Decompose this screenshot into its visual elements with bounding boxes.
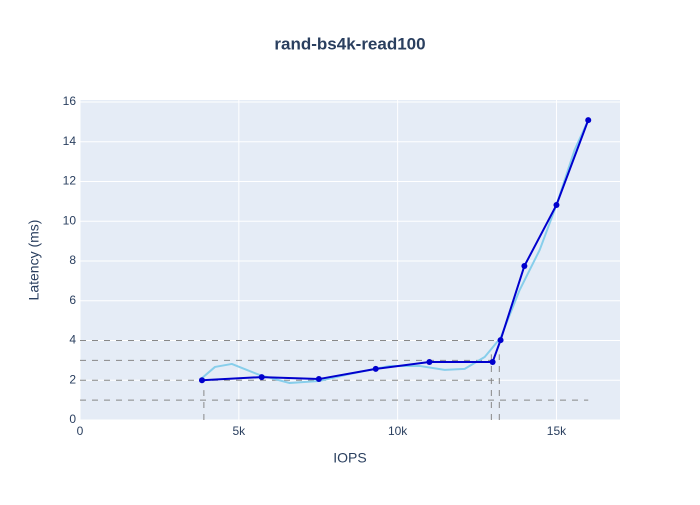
x-axis-label: IOPS <box>333 450 366 466</box>
x-tick-label: 15k <box>547 424 567 438</box>
y-tick-label: 8 <box>69 253 76 267</box>
data-point <box>372 365 379 372</box>
y-tick-label: 4 <box>69 333 76 347</box>
data-line <box>201 119 590 382</box>
chart-title: rand-bs4k-read100 <box>274 34 425 53</box>
x-tick-label: 10k <box>388 424 408 438</box>
y-tick-label: 10 <box>63 213 77 227</box>
y-tick-label: 6 <box>69 293 76 307</box>
data-point <box>585 117 592 124</box>
y-tick-label: 12 <box>63 174 77 188</box>
y-axis-label: Latency (ms) <box>26 220 42 301</box>
data-point <box>521 262 528 269</box>
y-tick-label: 2 <box>69 372 76 386</box>
y-tick-label: 0 <box>69 412 76 426</box>
data-point <box>258 374 265 381</box>
y-tick-label: 16 <box>63 94 77 108</box>
data-line <box>199 119 590 385</box>
y-tick-label: 14 <box>63 134 77 148</box>
data-point <box>553 201 560 208</box>
x-tick-label: 5k <box>232 424 246 438</box>
data-point <box>497 337 504 344</box>
data-point <box>198 377 205 384</box>
data-point <box>489 358 496 365</box>
plot-area <box>80 100 620 420</box>
x-tick-label: 0 <box>77 424 84 438</box>
data-point <box>315 376 322 383</box>
data-point <box>426 358 433 365</box>
